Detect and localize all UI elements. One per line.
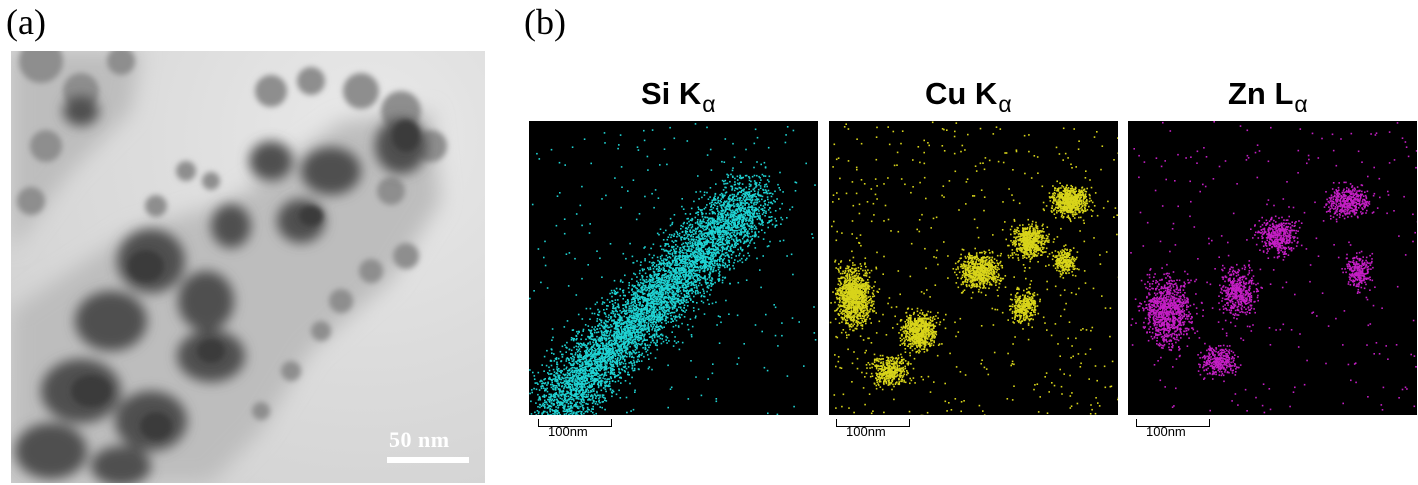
cu-dots bbox=[829, 121, 1118, 415]
si-map-title-element: Si K bbox=[641, 76, 702, 111]
zn-dots bbox=[1130, 121, 1417, 414]
si-dots bbox=[529, 123, 817, 415]
si-element-map bbox=[529, 121, 818, 415]
cu-map-title: Cu Kα bbox=[925, 76, 1012, 118]
panel-b-label: (b) bbox=[524, 2, 566, 42]
cu-scale-bar-label: 100nm bbox=[846, 424, 886, 439]
zn-element-map bbox=[1128, 121, 1417, 415]
zn-map-title-subscript: α bbox=[1294, 91, 1308, 117]
cu-map-title-element: Cu K bbox=[925, 76, 998, 111]
cu-element-map bbox=[829, 121, 1118, 415]
zn-map-title-element: Zn L bbox=[1228, 76, 1294, 111]
cu-map-title-subscript: α bbox=[998, 91, 1012, 117]
si-scale-bar-label: 100nm bbox=[548, 424, 588, 439]
tem-scale-bar bbox=[387, 457, 469, 463]
si-map-title-subscript: α bbox=[702, 91, 716, 117]
tem-scale-bar-label: 50 nm bbox=[389, 427, 450, 452]
si-map-title: Si Kα bbox=[641, 76, 716, 118]
zn-scale-bar-label: 100nm bbox=[1146, 424, 1186, 439]
panel-a-label: (a) bbox=[6, 2, 46, 42]
zn-map-title: Zn Lα bbox=[1228, 76, 1308, 118]
tem-micrograph: 50 nm bbox=[11, 51, 485, 483]
